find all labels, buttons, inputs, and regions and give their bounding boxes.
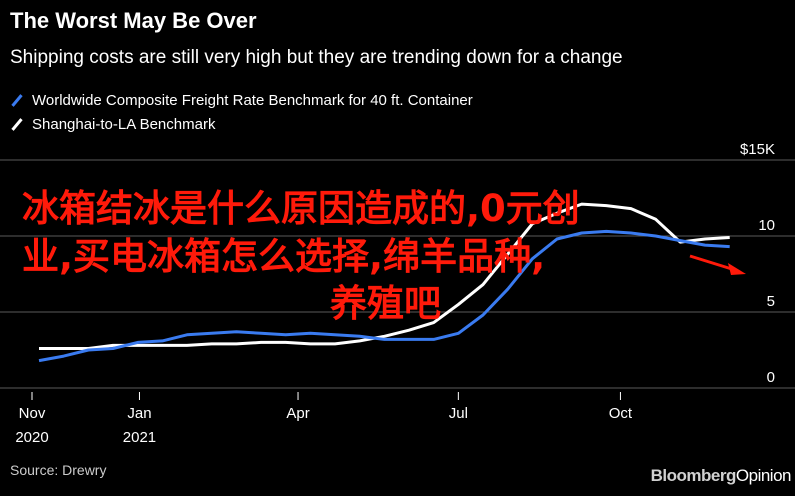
- overlay-arrow-head: [728, 263, 746, 275]
- legend-item-shanghai-la: Shanghai-to-LA Benchmark: [10, 112, 473, 136]
- overlay-arrow-shaft: [689, 254, 736, 272]
- bloomberg-opinion-logo: BloombergOpinion: [650, 466, 792, 486]
- series-line-composite: [38, 229, 730, 363]
- series-lines: [38, 202, 730, 363]
- y-tick-label: 10: [758, 217, 775, 234]
- overlay-arrow: [689, 254, 746, 275]
- legend-label-shanghai-la: Shanghai-to-LA Benchmark: [32, 115, 216, 133]
- source-note: Source: Drewry: [10, 462, 107, 478]
- brand-main: Bloomberg: [650, 466, 737, 485]
- x-tick-sublabel: 2020: [15, 429, 48, 446]
- chart-title: The Worst May Be Over: [10, 8, 257, 33]
- legend-label-composite: Worldwide Composite Freight Rate Benchma…: [32, 91, 473, 109]
- y-tick-label: 0: [767, 369, 775, 386]
- y-tick-label: 5: [767, 293, 775, 310]
- x-tick-sublabel: 2021: [123, 429, 156, 446]
- y-tick-label: $15K: [740, 141, 775, 158]
- series-line-shanghai-la: [39, 202, 730, 350]
- x-tick-label: Jan: [127, 405, 151, 422]
- x-tick-label: Apr: [286, 405, 309, 422]
- legend-item-composite: Worldwide Composite Freight Rate Benchma…: [10, 88, 473, 112]
- chart-subtitle: Shipping costs are still very high but t…: [10, 47, 623, 68]
- brand-sub: Opinion: [735, 466, 792, 485]
- x-tick-label: Nov: [19, 405, 46, 422]
- grid: [0, 159, 795, 389]
- x-tick-label: Oct: [609, 405, 633, 422]
- axes: 0 5 10 $15K Nov 2020 Jan 2021 Apr Jul Oct: [15, 141, 775, 446]
- chart-legend: Worldwide Composite Freight Rate Benchma…: [10, 88, 473, 136]
- x-tick-label: Jul: [449, 405, 468, 422]
